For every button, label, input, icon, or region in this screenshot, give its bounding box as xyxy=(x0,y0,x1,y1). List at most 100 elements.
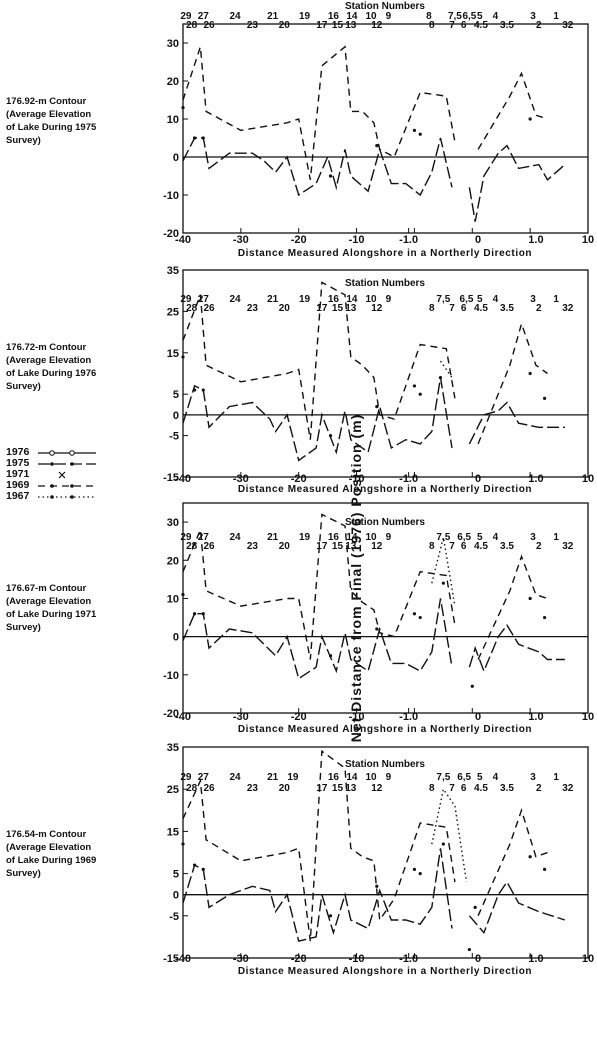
station-number-bottom: 32 xyxy=(562,20,574,31)
station-number-bottom: 12 xyxy=(371,541,383,552)
station-number-top: 4 xyxy=(493,532,499,543)
station-number-top: 7,5 xyxy=(436,532,450,543)
data-point-marker xyxy=(412,128,417,132)
station-number-bottom: 8 xyxy=(429,783,435,794)
data-point-marker xyxy=(328,434,333,438)
station-number-top: 29 xyxy=(180,11,192,22)
legend-year: 1969 xyxy=(6,479,30,491)
panel-2-contour-label: 176.72-m Contour (Average Elevation of L… xyxy=(6,341,96,393)
x-tick-label: 10 xyxy=(582,953,594,965)
station-number-top: 1 xyxy=(553,294,559,305)
station-number-top: 27 xyxy=(198,532,210,543)
station-number-top: 9 xyxy=(386,11,392,22)
contour-label-line: of Lake During 1971 xyxy=(6,609,97,620)
data-point-marker xyxy=(192,136,197,140)
y-tick-label: -10 xyxy=(163,190,179,202)
legend-year: 1975 xyxy=(6,457,30,469)
station-number-top: 4 xyxy=(493,772,499,783)
contour-label-line: (Average Elevation xyxy=(6,842,92,853)
station-number-top: 6,5 xyxy=(457,532,471,543)
data-point-marker xyxy=(375,144,379,148)
x-tick-label: 1.0 xyxy=(528,711,543,723)
station-number-bottom: 4.5 xyxy=(474,20,488,31)
station-number-bottom: 20 xyxy=(279,20,291,31)
data-point-marker xyxy=(418,615,422,620)
y-tick-label: 0 xyxy=(173,410,179,422)
contour-label-line: 176.92-m Contour xyxy=(6,96,87,107)
station-number-bottom: 28 xyxy=(186,783,198,794)
series-line-1975 xyxy=(468,623,565,673)
y-tick-label: 15 xyxy=(167,348,179,360)
station-number-bottom: 15 xyxy=(332,783,344,794)
station-number-bottom: 15 xyxy=(332,20,344,31)
x-tick-label: -40 xyxy=(175,953,191,965)
legend-entry: 1971 xyxy=(6,469,96,480)
station-number-top: 6,5 xyxy=(460,294,474,305)
data-point-marker xyxy=(528,855,532,859)
legend-entry: 1967 xyxy=(6,491,96,502)
x-axis-label: Distance Measured Alongshore in a Northe… xyxy=(238,484,532,495)
station-number-bottom: 26 xyxy=(203,20,215,31)
station-number-bottom: 7 xyxy=(449,541,455,552)
station-number-bottom: 6 xyxy=(461,783,467,794)
station-number-bottom: 23 xyxy=(247,541,259,552)
station-number-bottom: 32 xyxy=(562,303,574,314)
station-number-bottom: 28 xyxy=(186,20,198,31)
station-number-bottom: 7 xyxy=(449,303,455,314)
data-point-marker xyxy=(192,863,197,867)
station-number-bottom: 3.5 xyxy=(500,783,514,794)
station-number-top: 14 xyxy=(346,532,358,543)
station-number-top: 21 xyxy=(267,532,279,543)
station-number-top: 5 xyxy=(477,772,483,783)
series-line-1967 xyxy=(439,360,453,379)
station-number-bottom: 6 xyxy=(461,541,467,552)
station-number-top: 27 xyxy=(198,11,210,22)
series-line-1969 xyxy=(182,281,456,440)
x-tick-label: -1.0 xyxy=(399,234,418,246)
y-tick-label: 0 xyxy=(173,890,179,902)
x-tick-label: 1.0 xyxy=(528,234,543,246)
x-tick-label: 0 xyxy=(475,953,481,965)
y-tick-label: 30 xyxy=(167,38,179,50)
contour-label-line: 176.72-m Contour xyxy=(6,342,87,353)
data-point-marker xyxy=(328,914,333,918)
plot-frame xyxy=(182,23,589,234)
y-tick-label: 10 xyxy=(167,593,179,605)
series-line-1975 xyxy=(182,848,453,942)
y-tick-label: 30 xyxy=(167,517,179,529)
station-number-top: 7,5 xyxy=(436,772,450,783)
contour-label-line: 176.67-m Contour xyxy=(6,583,87,594)
data-point-marker xyxy=(438,376,443,380)
station-number-top: 9 xyxy=(386,772,392,783)
station-number-top: 1 xyxy=(553,11,559,22)
station-number-top: 9 xyxy=(386,294,392,305)
contour-label-line: Survey) xyxy=(6,381,41,392)
contour-label-line: (Average Elevation xyxy=(6,355,92,366)
station-number-top: 21 xyxy=(267,11,279,22)
station-number-top: 27 xyxy=(198,772,210,783)
series-line-1975 xyxy=(182,137,453,197)
station-number-bottom: 26 xyxy=(203,783,215,794)
station-number-top: 10 xyxy=(365,532,377,543)
station-number-bottom: 17 xyxy=(316,541,328,552)
panel-4-contour-label: 176.54-m Contour (Average Elevation of L… xyxy=(6,828,96,880)
station-number-top: 16 xyxy=(328,772,340,783)
x-tick-label: 0 xyxy=(475,234,481,246)
station-number-top: 3 xyxy=(530,294,536,305)
x-tick-label: -10 xyxy=(349,711,365,723)
station-number-top: 6,5 xyxy=(457,772,471,783)
series-line-1969 xyxy=(477,321,548,445)
station-number-top: 4 xyxy=(493,11,499,22)
legend-year: 1971 xyxy=(6,468,30,480)
data-point-marker xyxy=(181,593,185,597)
x-axis-label: Distance Measured Alongshore in a Northe… xyxy=(238,966,532,977)
x-axis-label: Distance Measured Alongshore in a Northe… xyxy=(238,248,532,259)
x-tick-label: 10 xyxy=(582,711,594,723)
station-number-top: 24 xyxy=(230,11,242,22)
station-number-top: 7,5 xyxy=(448,11,462,22)
station-number-top: 16 xyxy=(328,11,340,22)
station-number-bottom: 12 xyxy=(371,20,383,31)
x-tick-label: 0 xyxy=(475,711,481,723)
plot-frame xyxy=(182,269,589,478)
contour-label-line: (Average Elevation xyxy=(6,596,92,607)
